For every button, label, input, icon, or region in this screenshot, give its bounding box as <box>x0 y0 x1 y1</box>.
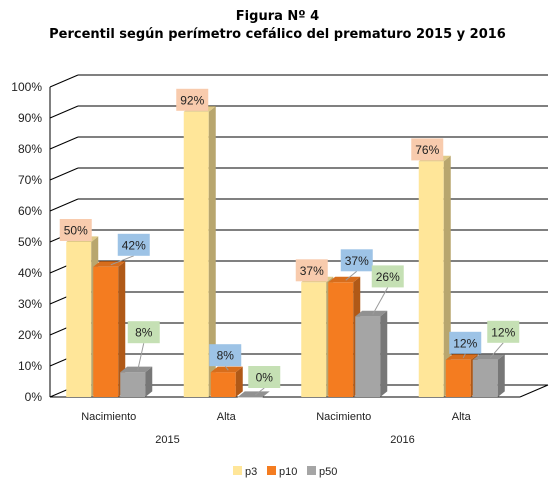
chart-subtitle: Percentil según perímetro cefálico del p… <box>49 27 506 42</box>
category-label: Alta <box>217 411 237 423</box>
legend-label: p3 <box>245 466 257 478</box>
data-label-box <box>59 219 92 241</box>
data-label: 8% <box>217 349 235 363</box>
gridline-depth <box>49 105 79 119</box>
group-label: 2016 <box>390 434 414 446</box>
bar-top-p50 <box>237 391 270 397</box>
gridline-depth <box>49 198 79 212</box>
y-tick-label: 80% <box>18 142 42 156</box>
bar-p10 <box>328 282 354 397</box>
data-label-box <box>209 344 242 367</box>
y-tick-label: 30% <box>18 297 42 311</box>
y-tick-label: 90% <box>18 111 42 125</box>
data-label-box <box>340 249 373 272</box>
data-label: 76% <box>415 143 439 157</box>
bar-side-p10 <box>118 261 126 397</box>
data-label: 8% <box>135 326 153 340</box>
leader-line <box>137 343 145 371</box>
data-label: 12% <box>491 325 515 339</box>
bar-p10 <box>93 266 119 397</box>
bar-side-p10 <box>235 366 243 397</box>
bar-p50 <box>355 316 381 397</box>
legend-label: p10 <box>279 466 297 478</box>
bar-p50 <box>472 359 498 397</box>
leader-line <box>462 353 466 359</box>
data-label: 0% <box>256 371 274 385</box>
y-tick-label: 0% <box>25 390 43 404</box>
bar-p10 <box>445 359 471 397</box>
bar-p3 <box>301 282 327 397</box>
bar-top-p10 <box>445 354 478 360</box>
bar-side-p50 <box>380 310 388 397</box>
leader-line <box>254 387 265 396</box>
bar-p50 <box>237 397 263 398</box>
legend-swatch-p50 <box>307 466 316 475</box>
bar-p50 <box>120 372 146 397</box>
bar-top-p10 <box>210 366 243 373</box>
data-label: 12% <box>453 336 477 350</box>
data-label: 50% <box>64 224 88 238</box>
leader-line <box>489 342 504 359</box>
leader-line <box>110 255 134 266</box>
bar-p3 <box>418 161 444 397</box>
data-label: 37% <box>300 264 324 278</box>
bar-top-p10 <box>328 276 361 283</box>
data-label: 92% <box>180 93 204 107</box>
y-tick-label: 60% <box>18 204 42 218</box>
bar-side-p3 <box>443 155 451 397</box>
data-label-box <box>176 88 209 111</box>
legend-swatch-p10 <box>267 466 276 475</box>
gridline-depth <box>49 167 79 181</box>
category-label: Nacimiento <box>316 411 371 423</box>
y-tick-label: 100% <box>11 80 42 94</box>
legend-swatch-p3 <box>233 466 242 475</box>
bar-side-p50 <box>145 366 153 397</box>
data-label-box <box>248 366 281 388</box>
gridline-depth <box>49 136 79 150</box>
bar-top-p50 <box>355 310 388 317</box>
y-tick-label: 20% <box>18 328 42 342</box>
leader-line <box>224 365 229 371</box>
bar-top-p50 <box>472 354 505 360</box>
data-label: 42% <box>122 238 146 252</box>
data-label: 26% <box>376 270 400 284</box>
floor-edge <box>519 384 549 398</box>
data-label-box <box>411 138 444 161</box>
y-tick-label: 70% <box>18 173 42 187</box>
data-label: 37% <box>345 254 369 268</box>
data-label-box <box>371 265 404 288</box>
bar-p3 <box>66 242 92 397</box>
gridline-depth <box>49 74 79 88</box>
bar-p10 <box>210 372 236 397</box>
y-tick-label: 10% <box>18 359 42 373</box>
bar-p3 <box>183 111 209 398</box>
data-label-box <box>487 320 520 343</box>
data-label-box <box>295 259 328 282</box>
data-label-box <box>127 321 160 344</box>
category-label: Alta <box>452 411 472 423</box>
bar-side-p50 <box>497 354 505 397</box>
y-tick-label: 40% <box>18 266 42 280</box>
category-label: Nacimiento <box>81 411 136 423</box>
bar-side-p3 <box>208 106 216 397</box>
data-label-box <box>449 331 482 354</box>
leader-line <box>345 270 358 281</box>
y-tick-label: 50% <box>18 235 42 249</box>
group-label: 2015 <box>155 434 179 446</box>
legend-label: p50 <box>319 466 337 478</box>
leader-line <box>372 287 389 315</box>
data-label-box <box>117 233 150 256</box>
chart-title: Figura Nº 4 <box>235 9 320 24</box>
bar-top-p50 <box>120 366 153 373</box>
